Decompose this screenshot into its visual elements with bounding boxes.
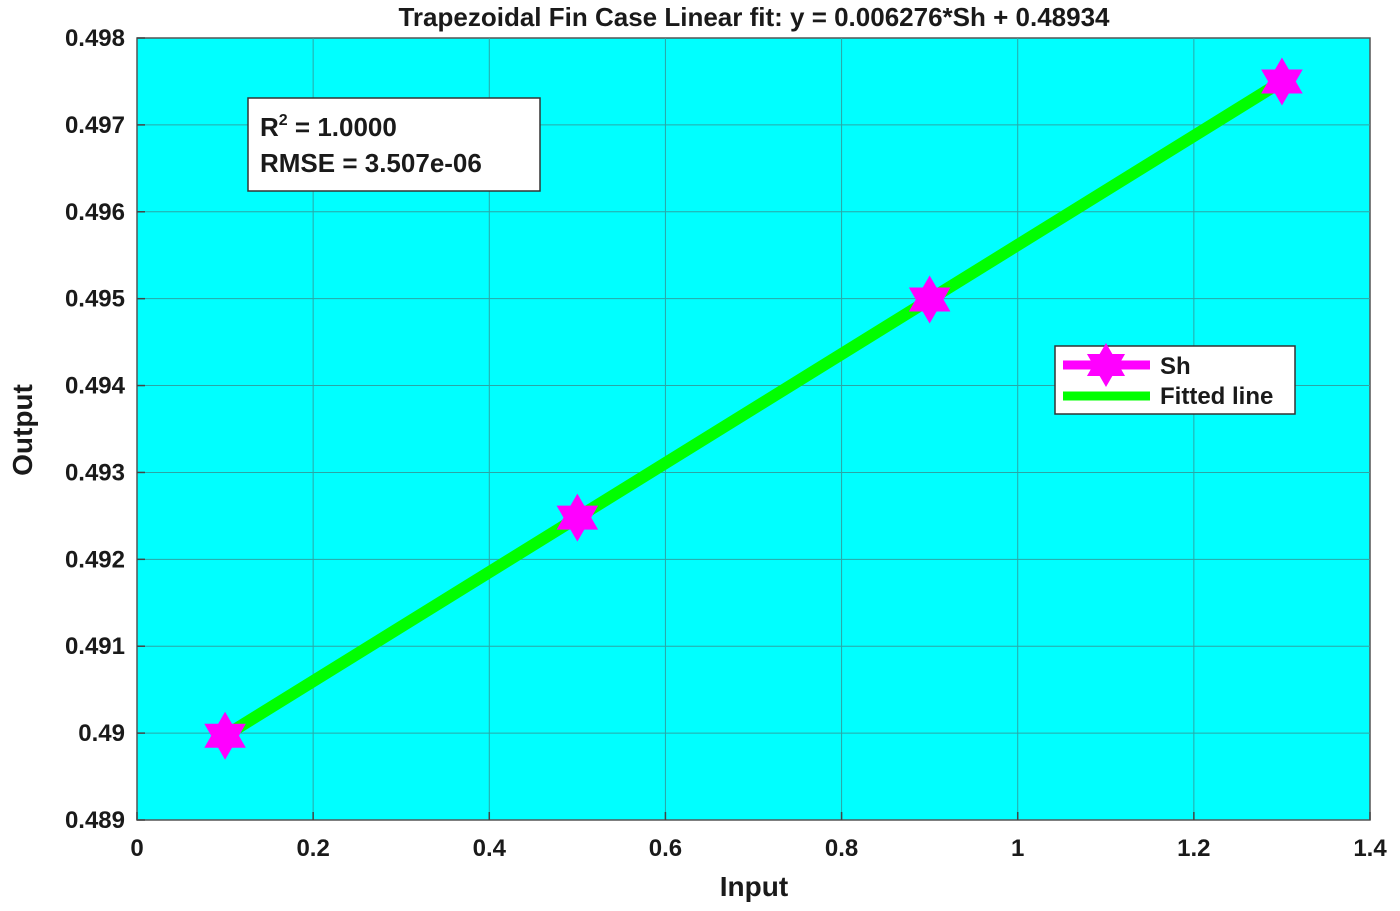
r2-line: R2 = 1.0000 (260, 112, 397, 142)
y-tick-label: 0.497 (65, 112, 125, 139)
x-axis-label: Input (720, 871, 788, 902)
x-tick-label: 0.6 (649, 835, 682, 862)
r2-value: = 1.0000 (288, 112, 397, 142)
legend: Sh Fitted line (1054, 343, 1296, 415)
legend-fitted-line-label: Fitted line (1160, 383, 1273, 410)
fitted-line (221, 76, 1286, 741)
x-tick-label: 0.8 (825, 835, 858, 862)
sh-series (204, 57, 1303, 760)
y-tick-label: 0.491 (65, 633, 125, 660)
y-tick-label: 0.489 (65, 807, 125, 834)
sh-data-point (908, 275, 951, 324)
y-tick-label: 0.49 (78, 720, 125, 747)
y-tick-label: 0.495 (65, 286, 125, 313)
y-tick-label: 0.498 (65, 25, 125, 52)
y-tick-label: 0.496 (65, 199, 125, 226)
chart-title: Trapezoidal Fin Case Linear fit: y = 0.0… (398, 2, 1110, 32)
x-tick-label: 0 (130, 835, 143, 862)
y-tick-label: 0.493 (65, 459, 125, 486)
rmse-line: RMSE = 3.507e-06 (260, 148, 482, 178)
annotation-box (247, 97, 541, 192)
x-tick-label: 1 (1011, 835, 1024, 862)
x-axis: 0 0.2 0.4 0.6 0.8 1 1.2 1.4 (130, 812, 1387, 862)
sh-data-point (204, 711, 246, 760)
fit-stats-annotation: R2 = 1.0000 RMSE = 3.507e-06 (247, 97, 541, 192)
sh-data-point (1261, 57, 1303, 106)
r2-prefix: R (260, 112, 279, 142)
sh-data-point (556, 493, 599, 542)
x-tick-label: 0.4 (473, 835, 507, 862)
x-tick-label: 1.4 (1353, 835, 1387, 862)
legend-sh-marker (1086, 343, 1126, 387)
fitted-line-series (221, 76, 1286, 741)
y-axis-label: Output (7, 384, 38, 476)
legend-sh-label: Sh (1160, 353, 1191, 380)
y-tick-label: 0.494 (65, 373, 126, 400)
x-tick-label: 0.2 (296, 835, 329, 862)
y-tick-label: 0.492 (65, 546, 125, 573)
x-tick-label: 1.2 (1177, 835, 1210, 862)
y-axis: 0.489 0.49 0.491 0.492 0.493 0.494 0.495 0.496 0… (65, 25, 145, 834)
legend-sh-hexagram (1086, 343, 1126, 387)
r2-superscript: 2 (279, 112, 288, 129)
